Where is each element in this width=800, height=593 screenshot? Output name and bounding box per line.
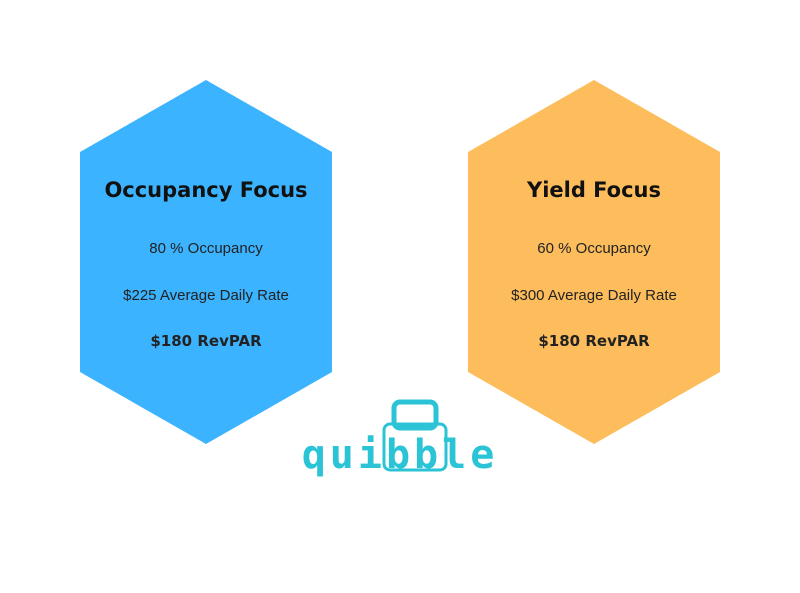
panel-line: $180 RevPAR [538,332,650,350]
hexagon [468,80,720,444]
panel-line: $225 Average Daily Rate [123,287,289,304]
suitcase-body [382,422,448,472]
hexagon [80,80,332,444]
panel-line: 60 % Occupancy [537,240,651,257]
panel-line: $300 Average Daily Rate [511,287,677,304]
panel-title: Yield Focus [526,178,661,202]
panel-line: $180 RevPAR [150,332,262,350]
logo-text: quibble [302,432,499,478]
panel-title: Occupancy Focus [104,178,307,202]
suitcase-handle [391,399,439,431]
logo-suitcase [382,399,448,472]
panel-line: 80 % Occupancy [149,240,263,257]
